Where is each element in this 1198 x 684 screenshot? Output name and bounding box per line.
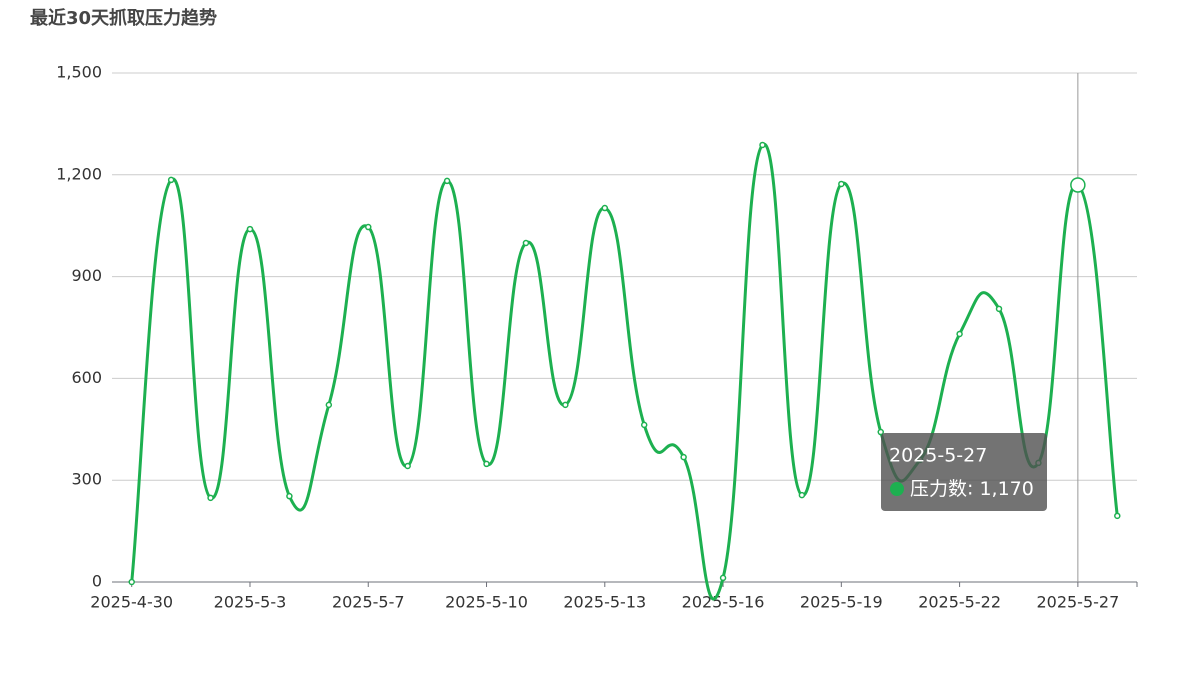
x-tick-label: 2025-5-3 (214, 593, 287, 612)
tooltip-box (881, 433, 1047, 511)
tooltip-value: 压力数: 1,170 (910, 478, 1034, 500)
tooltip-title: 2025-5-27 (889, 445, 987, 467)
point (562, 401, 569, 409)
x-tick-label: 2025-5-22 (918, 593, 1001, 612)
x-tick-label: 2025-5-19 (800, 593, 883, 612)
point (1114, 512, 1121, 520)
tooltip-value-label: 1,170 (979, 478, 1033, 500)
x-tick-label: 2025-4-30 (90, 593, 173, 612)
x-tick-label: 2025-5-16 (682, 593, 765, 612)
point (286, 492, 293, 500)
point (680, 453, 687, 461)
point (877, 428, 884, 436)
point (443, 177, 451, 185)
point (995, 305, 1003, 313)
x-tick-label: 2025-5-7 (332, 593, 405, 612)
point (956, 330, 963, 338)
point (1070, 177, 1086, 193)
y-tick-label: 1,500 (56, 63, 102, 82)
x-tick-label: 2025-5-13 (563, 593, 646, 612)
point (601, 204, 609, 212)
tooltip-marker (890, 482, 904, 496)
y-tick-label: 600 (71, 368, 102, 387)
point (207, 494, 214, 502)
y-tick-label: 900 (71, 266, 102, 285)
line (130, 143, 1119, 601)
point (365, 223, 372, 231)
y-tick-label: 300 (71, 470, 102, 489)
point (719, 574, 727, 582)
tooltip-series-name: 压力数 (910, 478, 967, 500)
point (404, 462, 411, 470)
point (838, 180, 845, 188)
point (246, 225, 254, 233)
point (483, 460, 490, 468)
y-tick-label: 1,200 (56, 164, 102, 183)
point (759, 141, 766, 149)
point (325, 401, 333, 409)
y-tick-label: 0 (92, 572, 102, 591)
point (167, 176, 175, 184)
point (522, 239, 530, 247)
chart-title: 最近30天抓取压力趋势 (30, 7, 217, 29)
x-tick-label: 2025-5-10 (445, 593, 528, 612)
point (640, 421, 648, 429)
point (128, 578, 135, 586)
point (798, 491, 806, 499)
x-tick-label: 2025-5-27 (1036, 593, 1119, 612)
